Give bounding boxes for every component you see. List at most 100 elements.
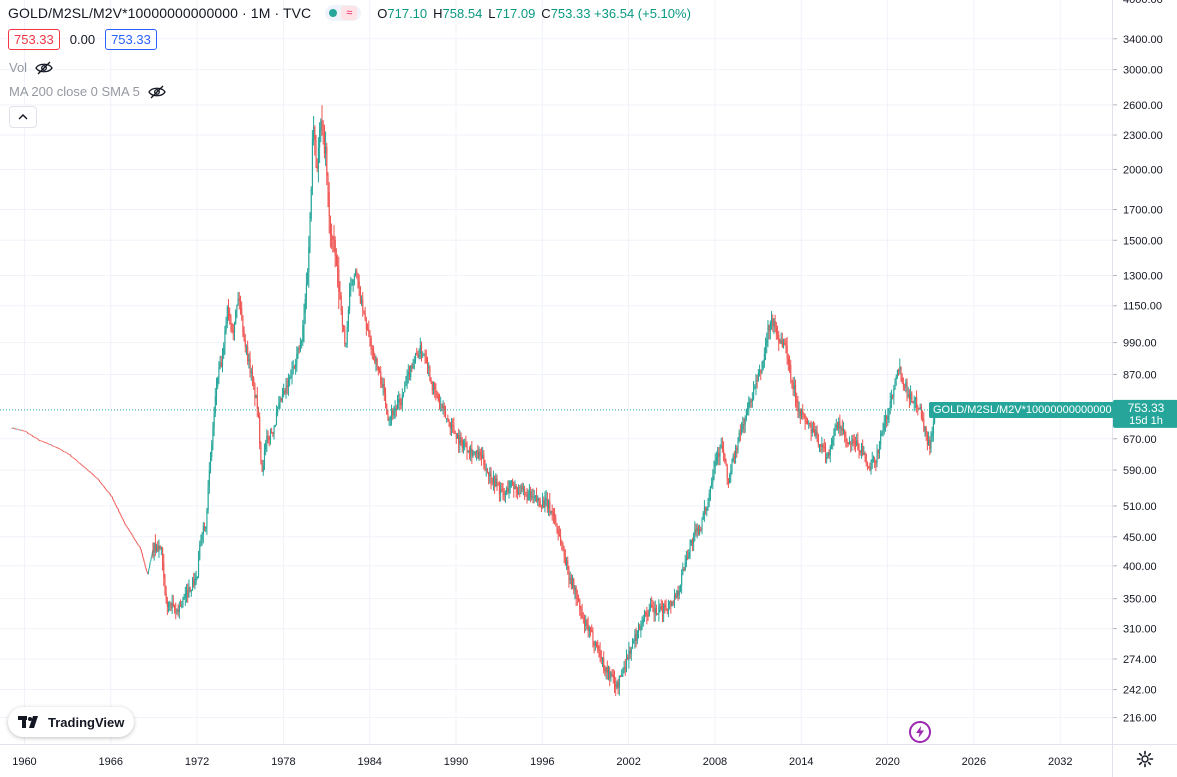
candle-body (602, 658, 603, 659)
candle-body (275, 425, 276, 427)
ohlc-value: 717.10 (387, 6, 427, 21)
candle-body (194, 581, 195, 585)
indicator-ma[interactable]: MA 200 close 0 SMA 5 (9, 84, 166, 99)
candle-body (302, 325, 303, 341)
candle-body (245, 339, 246, 346)
candle-body (787, 346, 788, 359)
line-segment (139, 545, 140, 546)
candle-body (548, 501, 549, 508)
candle-body (614, 678, 615, 684)
line-segment (115, 502, 116, 505)
candle-body (746, 410, 747, 419)
candle-body (428, 367, 429, 368)
candle-body (718, 453, 719, 456)
price-chart[interactable] (0, 0, 1112, 744)
candle-body (645, 612, 646, 615)
candle-body (633, 641, 634, 642)
candle-body (877, 451, 878, 463)
candle-body (431, 380, 432, 382)
ask-price-box[interactable]: 753.33 (105, 29, 157, 50)
candle-body (316, 140, 317, 166)
candle-body (814, 429, 815, 436)
candle-body (891, 396, 892, 401)
line-segment (151, 557, 152, 562)
candle-body (314, 127, 315, 140)
candle-body (705, 508, 706, 511)
candle-body (734, 456, 735, 458)
candle-body (411, 366, 412, 369)
candle-body (565, 556, 566, 564)
tradingview-logo[interactable]: TradingView (8, 707, 134, 737)
candle-body (807, 423, 808, 424)
candle-body (226, 323, 227, 331)
candle-body (613, 674, 614, 678)
candle-body (493, 476, 494, 482)
candle-body (554, 516, 555, 518)
candle-body (526, 492, 527, 500)
lightning-button[interactable] (909, 721, 931, 743)
candle-body (304, 313, 305, 325)
eye-hidden-icon[interactable] (35, 61, 53, 75)
candle-body (591, 630, 592, 632)
candle-body (583, 618, 584, 619)
candle-body (473, 453, 474, 456)
candle-body (282, 394, 283, 400)
candle-body (179, 606, 180, 612)
candle-body (404, 386, 405, 392)
market-status[interactable]: ≈ (325, 5, 361, 21)
candle-body (351, 284, 352, 285)
candle-body (359, 281, 360, 287)
candle-body (380, 372, 381, 385)
candle-body (795, 385, 796, 400)
candle-body (562, 544, 563, 550)
line-segment (18, 429, 19, 430)
candle-body (407, 375, 408, 384)
candle-body (459, 437, 460, 444)
candle-body (311, 188, 312, 218)
candle-body (458, 435, 459, 444)
candle-body (218, 367, 219, 377)
line-segment (34, 437, 35, 438)
line-segment (73, 457, 74, 458)
candle-body (902, 377, 903, 382)
candle-body (821, 445, 822, 447)
candle-body (205, 526, 206, 528)
candle-body (811, 425, 812, 433)
line-segment (28, 433, 29, 434)
candle-body (518, 493, 519, 494)
line-segment (103, 485, 104, 486)
candle-body (345, 343, 346, 344)
y-tick-label: 510.00 (1123, 501, 1157, 513)
candle-body (875, 461, 876, 463)
eye-hidden-icon[interactable] (148, 85, 166, 99)
candle-body (164, 578, 165, 594)
candle-body (686, 557, 687, 562)
line-segment (83, 466, 84, 467)
candle-body (873, 458, 874, 459)
candle-body (463, 444, 464, 448)
line-segment (74, 458, 75, 459)
candle-body (432, 382, 433, 390)
candle-body (724, 454, 725, 462)
indicator-volume[interactable]: Vol (9, 60, 53, 75)
line-segment (106, 490, 107, 491)
line-segment (95, 477, 96, 478)
candle-body (594, 642, 595, 645)
price-axis[interactable]: 4000.003400.003000.002600.002300.002000.… (1112, 0, 1177, 744)
candle-body (369, 332, 370, 339)
bid-price-box[interactable]: 753.33 (8, 29, 60, 50)
y-tick-label: 670.00 (1123, 434, 1157, 446)
settings-gear-icon[interactable] (1136, 750, 1154, 768)
symbol-title[interactable]: GOLD/M2SL/M2V*10000000000000 · 1M · TVC (8, 5, 311, 21)
candle-body (723, 450, 724, 454)
candle-body (897, 370, 898, 376)
candle-body (235, 311, 236, 324)
candle-body (899, 367, 900, 370)
candle-body (650, 605, 651, 609)
candle-body (184, 598, 185, 600)
collapse-legend-button[interactable] (9, 106, 37, 128)
candle-body (856, 440, 857, 446)
candle-body (230, 317, 231, 324)
candle-body (869, 467, 870, 470)
